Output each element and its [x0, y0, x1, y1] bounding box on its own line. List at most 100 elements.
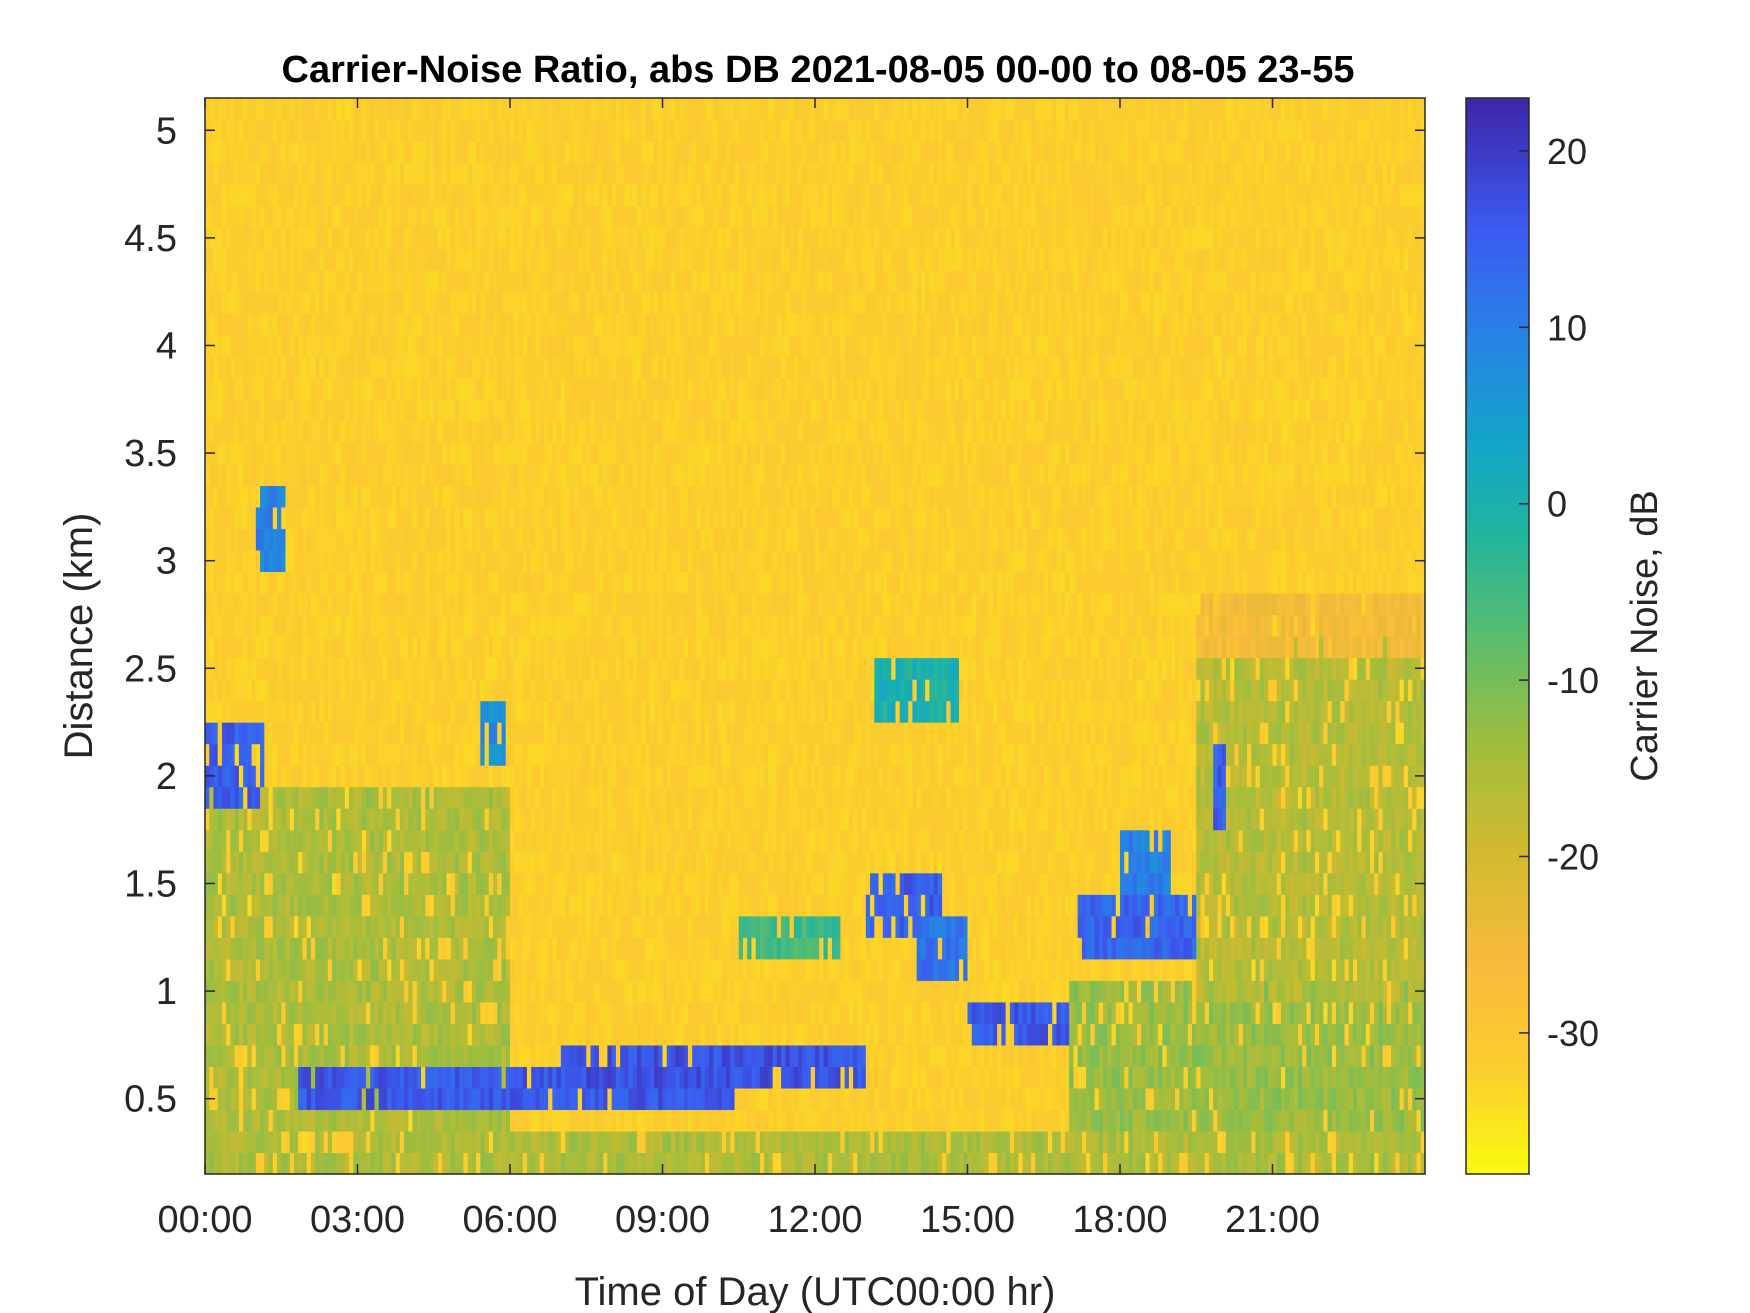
heatmap-cell — [340, 549, 346, 573]
heatmap-cell — [230, 614, 236, 637]
heatmap-cell — [552, 1066, 558, 1089]
heatmap-cell — [382, 743, 388, 766]
heatmap-cell — [226, 205, 232, 228]
heatmap-cell — [539, 894, 545, 917]
heatmap-cell — [361, 657, 367, 680]
heatmap-cell — [463, 1066, 469, 1089]
heatmap-cell — [221, 356, 227, 379]
heatmap-cell — [226, 1066, 232, 1089]
heatmap-cell — [535, 829, 541, 852]
heatmap-cell — [488, 205, 494, 228]
heatmap-cell — [476, 657, 481, 680]
heatmap-cell — [518, 184, 524, 207]
heatmap-cell — [531, 162, 537, 185]
heatmap-cell — [598, 549, 604, 573]
heatmap-cell — [357, 1152, 363, 1175]
heatmap-cell — [340, 1152, 346, 1175]
heatmap-cell — [624, 571, 630, 594]
heatmap-cell — [260, 571, 265, 594]
heatmap-cell — [391, 528, 397, 551]
heatmap-cell — [425, 743, 431, 766]
heatmap-cell — [582, 592, 587, 616]
heatmap-cell — [437, 227, 443, 250]
heatmap-cell — [590, 700, 596, 723]
heatmap-cell — [450, 786, 456, 809]
heatmap-cell — [230, 420, 236, 443]
heatmap-cell — [344, 162, 350, 185]
heatmap-cell — [247, 786, 253, 809]
heatmap-cell — [594, 1130, 600, 1154]
heatmap-cell — [213, 614, 219, 637]
heatmap-cell — [293, 872, 299, 895]
heatmap-cell — [217, 592, 223, 616]
heatmap-cell — [543, 958, 549, 981]
heatmap-cell — [421, 657, 426, 680]
heatmap-cell — [560, 958, 566, 981]
heatmap-cell — [615, 162, 621, 185]
heatmap-cell — [522, 1109, 528, 1132]
heatmap-cell — [353, 485, 359, 508]
heatmap-cell — [518, 334, 524, 357]
heatmap-cell — [370, 894, 376, 917]
heatmap-cell — [437, 636, 443, 659]
heatmap-cell — [535, 313, 541, 336]
heatmap-cell — [302, 894, 308, 917]
heatmap-cell — [620, 1044, 625, 1067]
heatmap-cell — [539, 227, 545, 250]
heatmap-cell — [416, 743, 422, 766]
heatmap-cell — [518, 808, 524, 831]
heatmap-cell — [573, 1001, 579, 1024]
heatmap-cell — [565, 119, 570, 142]
heatmap-cell — [272, 958, 278, 981]
heatmap-cell — [501, 1066, 507, 1089]
heatmap-cell — [357, 1044, 363, 1067]
heatmap-cell — [238, 765, 244, 788]
heatmap-cell — [603, 636, 609, 659]
heatmap-cell — [209, 528, 215, 551]
heatmap-cell — [395, 700, 401, 723]
heatmap-cell — [467, 248, 473, 271]
heatmap-cell — [476, 765, 481, 788]
heatmap-cell — [586, 980, 592, 1003]
heatmap-cell — [260, 937, 265, 960]
heatmap-cell — [569, 829, 575, 852]
heatmap-cell — [378, 636, 384, 659]
heatmap-cell — [319, 1001, 325, 1024]
heatmap-cell — [611, 506, 617, 529]
heatmap-cell — [582, 313, 587, 336]
heatmap-cell — [488, 420, 494, 443]
heatmap-cell — [518, 270, 524, 293]
heatmap-cell — [353, 1066, 359, 1089]
heatmap-cell — [539, 958, 545, 981]
heatmap-cell — [238, 442, 244, 465]
heatmap-cell — [565, 377, 570, 400]
heatmap-cell — [251, 119, 257, 142]
heatmap-cell — [620, 248, 625, 271]
heatmap-cell — [463, 679, 469, 702]
heatmap-cell — [467, 549, 473, 573]
heatmap-cell — [624, 377, 630, 400]
heatmap-cell — [221, 700, 227, 723]
heatmap-cell — [340, 485, 346, 508]
heatmap-cell — [543, 915, 549, 938]
heatmap-cell — [230, 377, 236, 400]
heatmap-cell — [391, 571, 397, 594]
heatmap-cell — [272, 506, 278, 529]
heatmap-cell — [497, 571, 503, 594]
heatmap-cell — [560, 937, 566, 960]
heatmap-cell — [594, 851, 600, 874]
heatmap-cell — [226, 1023, 232, 1046]
heatmap-cell — [277, 894, 282, 917]
heatmap-cell — [357, 1001, 363, 1024]
heatmap-cell — [408, 162, 414, 185]
heatmap-cell — [467, 1001, 473, 1024]
heatmap-cell — [399, 765, 405, 788]
heatmap-cell — [450, 1087, 456, 1111]
heatmap-cell — [446, 485, 452, 508]
heatmap-cell — [624, 657, 630, 680]
heatmap-cell — [548, 442, 553, 465]
heatmap-cell — [586, 162, 592, 185]
heatmap-cell — [493, 528, 498, 551]
heatmap-cell — [446, 722, 452, 745]
heatmap-cell — [543, 227, 549, 250]
